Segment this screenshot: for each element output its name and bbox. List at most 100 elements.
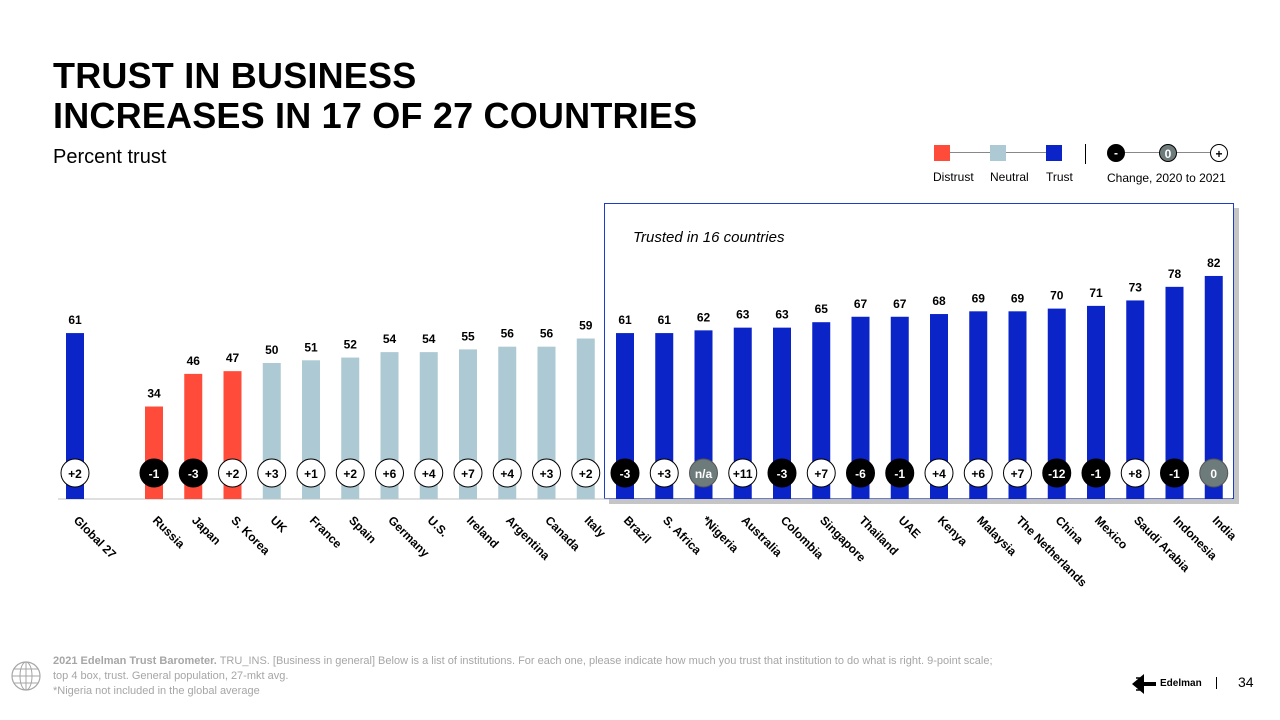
value-label-colombia: 63 bbox=[775, 308, 789, 322]
change-badge-germany bbox=[375, 458, 404, 488]
category-label-russia: Russia bbox=[150, 513, 188, 551]
page-number: 34 bbox=[1238, 674, 1254, 690]
legend-change-positive-icon: + bbox=[1210, 144, 1228, 162]
brand-name: Edelman bbox=[1160, 678, 1202, 689]
change-badge-singapore bbox=[806, 458, 836, 488]
change-label-malaysia: +6 bbox=[971, 467, 985, 481]
category-label-global-27: Global 27 bbox=[71, 513, 119, 561]
edelman-logo-icon bbox=[1132, 674, 1156, 694]
change-label-india: 0 bbox=[1210, 467, 1217, 481]
change-badge-malaysia bbox=[963, 458, 993, 488]
legend-change-label: Change, 2020 to 2021 bbox=[1107, 171, 1226, 185]
change-label-s-africa: +3 bbox=[657, 467, 671, 481]
change-badge-spain bbox=[335, 458, 365, 488]
value-label-global-27: 61 bbox=[68, 313, 82, 327]
change-badge-uae bbox=[885, 458, 915, 488]
change-label-argentina: +4 bbox=[500, 467, 514, 481]
globe-icon bbox=[11, 661, 41, 691]
change-label-france: +1 bbox=[304, 467, 318, 481]
value-label-mexico: 71 bbox=[1089, 286, 1103, 300]
change-label-australia: +11 bbox=[733, 467, 753, 481]
value-label-singapore: 65 bbox=[815, 302, 829, 316]
value-label-spain: 52 bbox=[344, 338, 358, 352]
value-label-france: 51 bbox=[304, 340, 318, 354]
value-label-russia: 34 bbox=[147, 387, 161, 401]
change-label-u-s: +4 bbox=[422, 467, 436, 481]
change-badge-china bbox=[1042, 458, 1072, 488]
change-label-global-27: +2 bbox=[68, 467, 82, 481]
bar-brazil bbox=[616, 333, 634, 499]
change-badge-uk bbox=[257, 458, 287, 488]
change-label-mexico: -1 bbox=[1091, 467, 1102, 481]
bar-nigeria bbox=[694, 330, 713, 499]
change-badge-japan bbox=[178, 458, 208, 488]
change-label-uk: +3 bbox=[265, 467, 279, 481]
category-label-australia: Australia bbox=[739, 513, 785, 559]
category-label-france: France bbox=[307, 513, 345, 551]
value-label-canada: 56 bbox=[540, 327, 554, 341]
value-label-saudi-arabia: 73 bbox=[1129, 280, 1143, 294]
value-label-indonesia: 78 bbox=[1168, 267, 1182, 281]
bar-china bbox=[1047, 308, 1066, 499]
change-label-saudi-arabia: +8 bbox=[1128, 467, 1142, 481]
category-label-mexico: Mexico bbox=[1092, 513, 1131, 552]
bar-thailand bbox=[851, 316, 870, 499]
legend-change-negative-icon: - bbox=[1107, 144, 1125, 162]
footer-line-3: *Nigeria not included in the global aver… bbox=[53, 685, 260, 697]
change-label-kenya: +4 bbox=[932, 467, 946, 481]
category-label-s-korea: S. Korea bbox=[228, 513, 273, 558]
value-label-uae: 67 bbox=[893, 297, 907, 311]
value-label-kenya: 68 bbox=[932, 294, 946, 308]
change-badge-u-s bbox=[414, 458, 444, 488]
change-badge-brazil bbox=[610, 458, 640, 488]
legend-swatch-trust bbox=[1046, 145, 1062, 161]
change-label-indonesia: -1 bbox=[1169, 467, 1180, 481]
value-label-the-netherlands: 69 bbox=[1011, 291, 1025, 305]
change-badge-mexico bbox=[1081, 458, 1111, 488]
change-badge-nigeria bbox=[689, 458, 718, 488]
category-label-germany: Germany bbox=[385, 513, 432, 560]
bar-kenya bbox=[930, 314, 948, 499]
legend-label-neutral: Neutral bbox=[990, 170, 1029, 184]
value-label-italy: 59 bbox=[579, 319, 593, 333]
change-label-italy: +2 bbox=[579, 467, 593, 481]
change-label-the-netherlands: +7 bbox=[1011, 467, 1025, 481]
footer-source: 2021 Edelman Trust Barometer. TRU_INS. [… bbox=[53, 654, 993, 699]
change-label-russia: -1 bbox=[149, 467, 160, 481]
bar-the-netherlands bbox=[1008, 311, 1027, 499]
change-label-canada: +3 bbox=[540, 467, 554, 481]
change-badge-france bbox=[296, 458, 326, 488]
value-label-germany: 54 bbox=[383, 332, 397, 346]
change-badge-global-27 bbox=[60, 458, 90, 488]
bar-india bbox=[1204, 275, 1223, 499]
legend-swatch-neutral bbox=[990, 145, 1006, 161]
legend-change-zero-icon: 0 bbox=[1159, 144, 1177, 162]
footer-source-text: TRU_INS. [Business in general] Below is … bbox=[216, 655, 993, 667]
change-label-uae: -1 bbox=[894, 467, 905, 481]
bar-saudi-arabia bbox=[1126, 300, 1145, 499]
title-line-2: INCREASES IN 17 OF 27 COUNTRIES bbox=[53, 95, 698, 136]
value-label-u-s: 54 bbox=[422, 332, 436, 346]
change-label-colombia: -3 bbox=[777, 467, 788, 481]
category-label-italy: Italy bbox=[582, 513, 609, 540]
change-label-brazil: -3 bbox=[620, 467, 631, 481]
change-badge-colombia bbox=[767, 458, 797, 488]
value-label-s-korea: 47 bbox=[226, 351, 240, 365]
legend-divider bbox=[1085, 144, 1086, 164]
category-label-ireland: Ireland bbox=[464, 513, 502, 551]
change-label-s-korea: +2 bbox=[226, 467, 240, 481]
change-badge-saudi-arabia bbox=[1120, 458, 1150, 488]
change-label-thailand: -6 bbox=[855, 467, 866, 481]
bar-singapore bbox=[812, 322, 831, 499]
page-divider bbox=[1216, 677, 1217, 689]
category-label-china: China bbox=[1053, 513, 1087, 547]
value-label-india: 82 bbox=[1207, 256, 1221, 270]
bar-mexico bbox=[1087, 305, 1105, 499]
category-label-japan: Japan bbox=[189, 513, 223, 547]
change-badge-italy bbox=[571, 458, 601, 488]
change-badge-indonesia bbox=[1160, 458, 1189, 488]
change-badge-the-netherlands bbox=[1003, 458, 1032, 488]
change-label-singapore: +7 bbox=[814, 467, 828, 481]
value-label-japan: 46 bbox=[187, 354, 201, 368]
value-label-brazil: 61 bbox=[618, 313, 632, 327]
